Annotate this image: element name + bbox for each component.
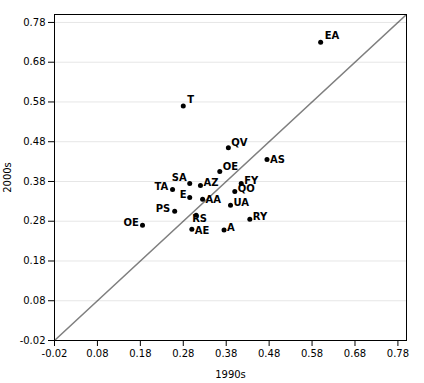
svg-text:UA: UA	[234, 197, 250, 208]
svg-text:QO: QO	[238, 183, 255, 194]
svg-text:OE: OE	[124, 217, 140, 228]
svg-text:AZ: AZ	[203, 177, 218, 188]
svg-text:0.18: 0.18	[129, 348, 151, 359]
svg-text:0.68: 0.68	[23, 56, 45, 67]
svg-text:OE: OE	[223, 161, 239, 172]
svg-text:0.38: 0.38	[23, 176, 45, 187]
svg-text:0.48: 0.48	[258, 348, 280, 359]
svg-text:EA: EA	[325, 30, 340, 41]
svg-text:1990s: 1990s	[215, 369, 246, 380]
svg-text:PS: PS	[156, 203, 171, 214]
svg-text:AE: AE	[195, 225, 210, 236]
svg-text:2000s: 2000s	[2, 162, 13, 193]
svg-text:T: T	[187, 94, 194, 105]
svg-text:RS: RS	[192, 213, 207, 224]
svg-text:0.28: 0.28	[23, 215, 45, 226]
svg-text:-0.02: -0.02	[20, 335, 46, 346]
svg-text:A: A	[227, 222, 235, 233]
svg-text:0.08: 0.08	[23, 295, 45, 306]
svg-text:0.28: 0.28	[172, 348, 194, 359]
svg-text:0.58: 0.58	[301, 348, 323, 359]
svg-text:0.48: 0.48	[23, 136, 45, 147]
svg-text:SA: SA	[172, 172, 187, 183]
svg-text:0.78: 0.78	[23, 17, 45, 28]
svg-text:0.08: 0.08	[86, 348, 108, 359]
svg-text:0.58: 0.58	[23, 96, 45, 107]
svg-text:QV: QV	[231, 137, 248, 148]
svg-text:0.38: 0.38	[215, 348, 237, 359]
svg-text:0.78: 0.78	[387, 348, 409, 359]
svg-text:-0.02: -0.02	[42, 348, 68, 359]
svg-text:0.68: 0.68	[344, 348, 366, 359]
svg-text:0.18: 0.18	[23, 255, 45, 266]
svg-text:AA: AA	[206, 194, 222, 205]
svg-text:RY: RY	[253, 211, 268, 222]
svg-text:AS: AS	[270, 154, 285, 165]
svg-text:E: E	[180, 189, 187, 200]
svg-text:TA: TA	[155, 181, 169, 192]
svg-text:FY: FY	[244, 175, 259, 187]
